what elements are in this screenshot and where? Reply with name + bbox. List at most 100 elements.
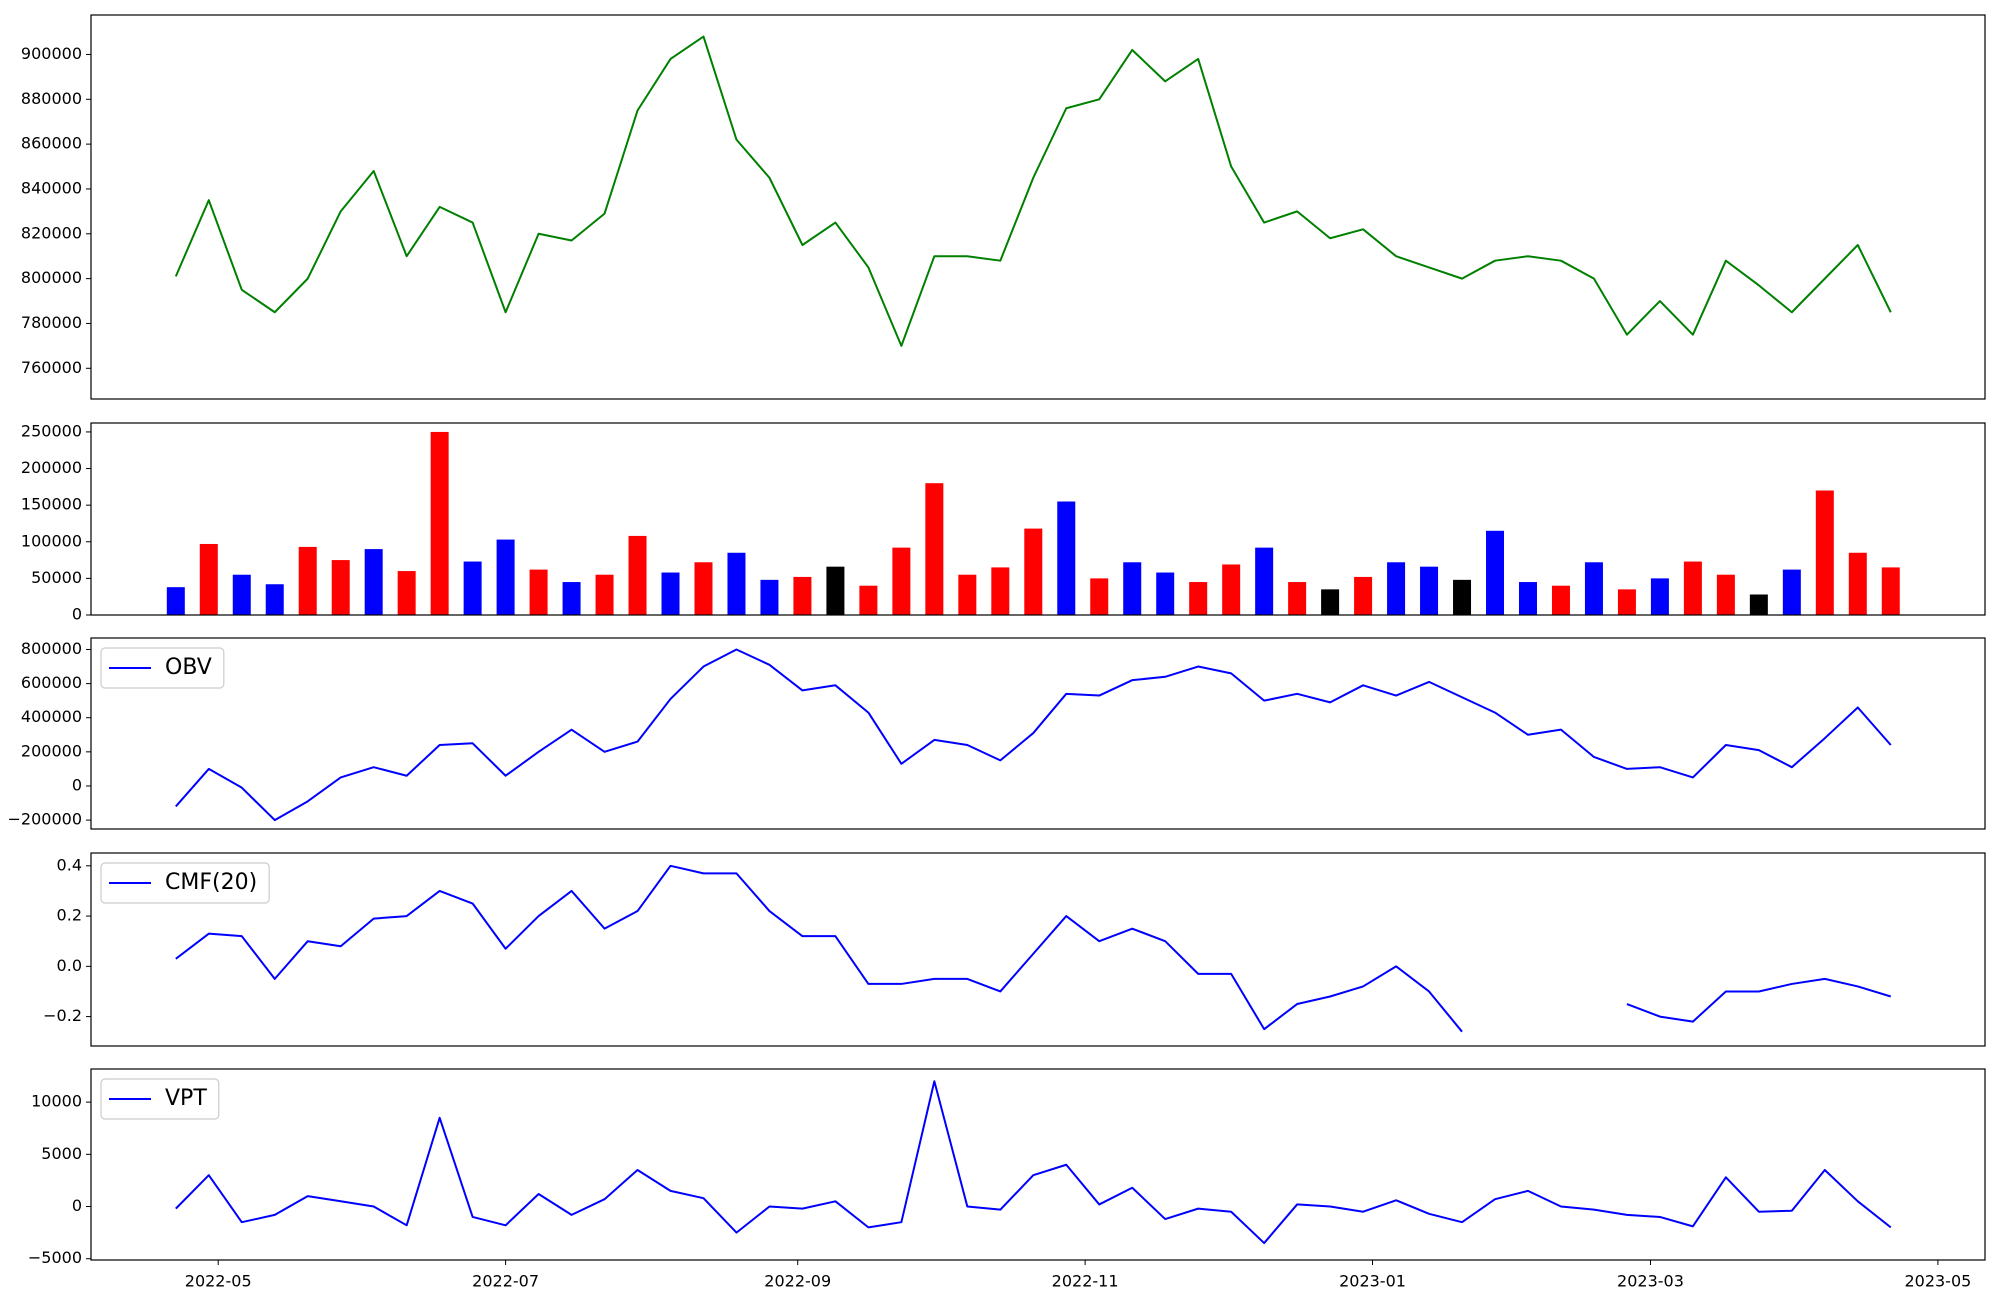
y-tick-label: 820000 — [21, 223, 82, 242]
volume-bar — [529, 569, 548, 615]
legend-label: OBV — [165, 655, 212, 680]
axes-frame — [90, 637, 1986, 830]
y-tick-label: 600000 — [21, 673, 82, 692]
volume-bar — [1749, 594, 1768, 615]
y-tick-label: 10000 — [31, 1092, 82, 1111]
volume-bar — [232, 574, 251, 615]
y-tick-label: 50000 — [31, 568, 82, 587]
y-tick-label: 0 — [72, 605, 82, 624]
volume-bar — [661, 572, 680, 615]
y-tick-label: −200000 — [8, 810, 82, 829]
y-tick-label: 900000 — [21, 44, 82, 63]
volume-bar — [859, 585, 878, 615]
y-tick-label: −5000 — [28, 1248, 82, 1267]
volume-bar — [1387, 562, 1406, 615]
volume-bar — [430, 431, 449, 615]
volume-bar — [1354, 576, 1373, 615]
y-tick-label: 5000 — [41, 1144, 82, 1163]
y-tick-label: 400000 — [21, 707, 82, 726]
y-tick-label: 250000 — [21, 421, 82, 440]
volume-bar — [628, 535, 647, 615]
line-series — [175, 1080, 1892, 1245]
legend-label: VPT — [165, 1086, 207, 1111]
volume-bar — [1617, 589, 1636, 615]
x-tick-label: 2022-07 — [472, 1272, 539, 1291]
y-tick-label: 0.2 — [57, 906, 82, 925]
volume-bar — [1683, 561, 1702, 615]
y-tick-label: 0 — [72, 775, 82, 794]
volume-bar — [826, 566, 845, 615]
legend: VPT — [100, 1078, 220, 1120]
volume-bar — [1650, 578, 1669, 615]
volume-bar — [760, 579, 779, 615]
volume-bar — [595, 574, 614, 615]
y-tick-label: 860000 — [21, 134, 82, 153]
volume-bar — [991, 567, 1010, 615]
volume-bar — [1057, 501, 1076, 615]
volume-bar — [331, 560, 350, 615]
volume-bar — [958, 574, 977, 615]
volume-bar — [1881, 567, 1900, 615]
y-tick-label: 880000 — [21, 89, 82, 108]
y-tick-label: 780000 — [21, 313, 82, 332]
volume-bar — [1189, 582, 1208, 615]
volume-bar — [1123, 562, 1142, 615]
volume-bar — [1090, 578, 1109, 615]
volume-bar — [1848, 552, 1867, 615]
y-tick-label: 840000 — [21, 178, 82, 197]
y-tick-label: 200000 — [21, 458, 82, 477]
y-tick-label: 0.0 — [57, 956, 82, 975]
volume-bar — [925, 483, 944, 615]
legend: CMF(20) — [100, 862, 270, 904]
volume-bar — [1584, 562, 1603, 615]
axes-frame — [90, 422, 1986, 616]
volume-bar — [1288, 582, 1307, 615]
volume-bar — [1156, 572, 1175, 615]
volume-bar — [199, 543, 218, 615]
volume-bar — [1222, 564, 1241, 615]
volume-bar — [463, 561, 482, 615]
volume-bar — [1551, 585, 1570, 615]
legend-box — [100, 862, 270, 904]
axes-frame — [90, 1068, 1986, 1261]
x-tick-label: 2023-03 — [1617, 1272, 1684, 1291]
x-tick-label: 2022-11 — [1052, 1272, 1119, 1291]
volume-bar — [496, 539, 515, 615]
volume-bar — [364, 549, 383, 615]
y-tick-label: 200000 — [21, 741, 82, 760]
volume-bar — [397, 571, 416, 615]
y-tick-label: 0 — [72, 1196, 82, 1215]
y-tick-label: 760000 — [21, 358, 82, 377]
volume-bar — [1815, 490, 1834, 615]
volume-bar — [694, 562, 713, 615]
volume-bar — [1486, 530, 1505, 615]
x-tick-label: 2023-01 — [1339, 1272, 1406, 1291]
legend-box — [100, 1078, 220, 1120]
x-tick-label: 2022-09 — [764, 1272, 831, 1291]
y-tick-label: −0.2 — [43, 1006, 82, 1025]
legend-label: CMF(20) — [165, 870, 257, 895]
y-tick-label: 0.4 — [57, 855, 82, 874]
volume-bar — [1255, 547, 1274, 615]
volume-bar — [1024, 528, 1043, 615]
y-tick-label: 150000 — [21, 495, 82, 514]
volume-bar — [727, 552, 746, 615]
y-tick-label: 800000 — [21, 639, 82, 658]
y-tick-label: 100000 — [21, 531, 82, 550]
volume-bar — [298, 546, 317, 615]
volume-bar — [793, 576, 812, 615]
x-tick-label: 2023-05 — [1904, 1272, 1971, 1291]
volume-bar — [166, 587, 185, 615]
volume-bar — [265, 584, 284, 615]
axes-frame — [90, 14, 1986, 400]
x-tick-label: 2022-05 — [185, 1272, 252, 1291]
volume-bar — [1518, 582, 1537, 615]
axes-frame — [90, 852, 1986, 1047]
y-tick-label: 800000 — [21, 268, 82, 287]
line-series — [174, 35, 1892, 347]
line-series — [175, 648, 1892, 822]
volume-bar — [1453, 579, 1472, 615]
line-series — [175, 864, 1892, 1033]
